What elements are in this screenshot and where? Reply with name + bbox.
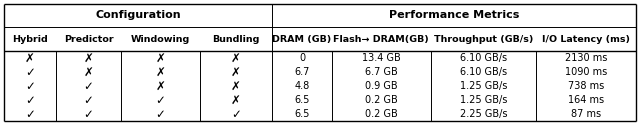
Text: ✓: ✓ xyxy=(84,80,93,93)
Text: 6.10 GB/s: 6.10 GB/s xyxy=(460,67,507,77)
Text: 4.8: 4.8 xyxy=(294,81,310,91)
Text: 0.2 GB: 0.2 GB xyxy=(365,95,397,105)
Text: ✗: ✗ xyxy=(231,52,241,65)
Text: 1.25 GB/s: 1.25 GB/s xyxy=(460,81,507,91)
Text: ✗: ✗ xyxy=(231,80,241,93)
Text: ✓: ✓ xyxy=(25,80,35,93)
Text: ✗: ✗ xyxy=(156,66,166,79)
Text: ✓: ✓ xyxy=(84,94,93,107)
Text: ✗: ✗ xyxy=(156,52,166,65)
Text: 2.25 GB/s: 2.25 GB/s xyxy=(460,109,507,119)
Text: I/O Latency (ms): I/O Latency (ms) xyxy=(542,35,630,44)
Text: Throughput (GB/s): Throughput (GB/s) xyxy=(434,35,533,44)
Text: 0.2 GB: 0.2 GB xyxy=(365,109,397,119)
Text: 6.5: 6.5 xyxy=(294,95,310,105)
Text: Performance Metrics: Performance Metrics xyxy=(389,10,519,20)
Text: Hybrid: Hybrid xyxy=(12,35,48,44)
Text: 1.25 GB/s: 1.25 GB/s xyxy=(460,95,507,105)
Text: ✗: ✗ xyxy=(84,66,93,79)
Text: 6.10 GB/s: 6.10 GB/s xyxy=(460,53,507,63)
Text: ✓: ✓ xyxy=(84,108,93,120)
Text: ✓: ✓ xyxy=(25,108,35,120)
Text: ✗: ✗ xyxy=(25,52,35,65)
Text: 0.9 GB: 0.9 GB xyxy=(365,81,397,91)
Text: ✓: ✓ xyxy=(156,108,166,120)
Text: Bundling: Bundling xyxy=(212,35,260,44)
Text: 164 ms: 164 ms xyxy=(568,95,604,105)
Text: ✗: ✗ xyxy=(231,66,241,79)
Text: ✓: ✓ xyxy=(231,108,241,120)
Text: 6.5: 6.5 xyxy=(294,109,310,119)
Text: ✓: ✓ xyxy=(25,66,35,79)
Text: ✓: ✓ xyxy=(25,94,35,107)
Text: ✓: ✓ xyxy=(156,94,166,107)
Text: 87 ms: 87 ms xyxy=(571,109,601,119)
Text: Configuration: Configuration xyxy=(95,10,181,20)
Text: Windowing: Windowing xyxy=(131,35,190,44)
Text: 13.4 GB: 13.4 GB xyxy=(362,53,401,63)
Text: DRAM (GB): DRAM (GB) xyxy=(273,35,332,44)
Text: 6.7 GB: 6.7 GB xyxy=(365,67,397,77)
Text: ✗: ✗ xyxy=(84,52,93,65)
Text: ✗: ✗ xyxy=(231,94,241,107)
Text: Flash→ DRAM(GB): Flash→ DRAM(GB) xyxy=(333,35,429,44)
Text: 0: 0 xyxy=(299,53,305,63)
Text: 1090 ms: 1090 ms xyxy=(565,67,607,77)
Text: 2130 ms: 2130 ms xyxy=(565,53,607,63)
Text: ✗: ✗ xyxy=(156,80,166,93)
Text: Predictor: Predictor xyxy=(64,35,113,44)
Text: 6.7: 6.7 xyxy=(294,67,310,77)
Text: 738 ms: 738 ms xyxy=(568,81,604,91)
